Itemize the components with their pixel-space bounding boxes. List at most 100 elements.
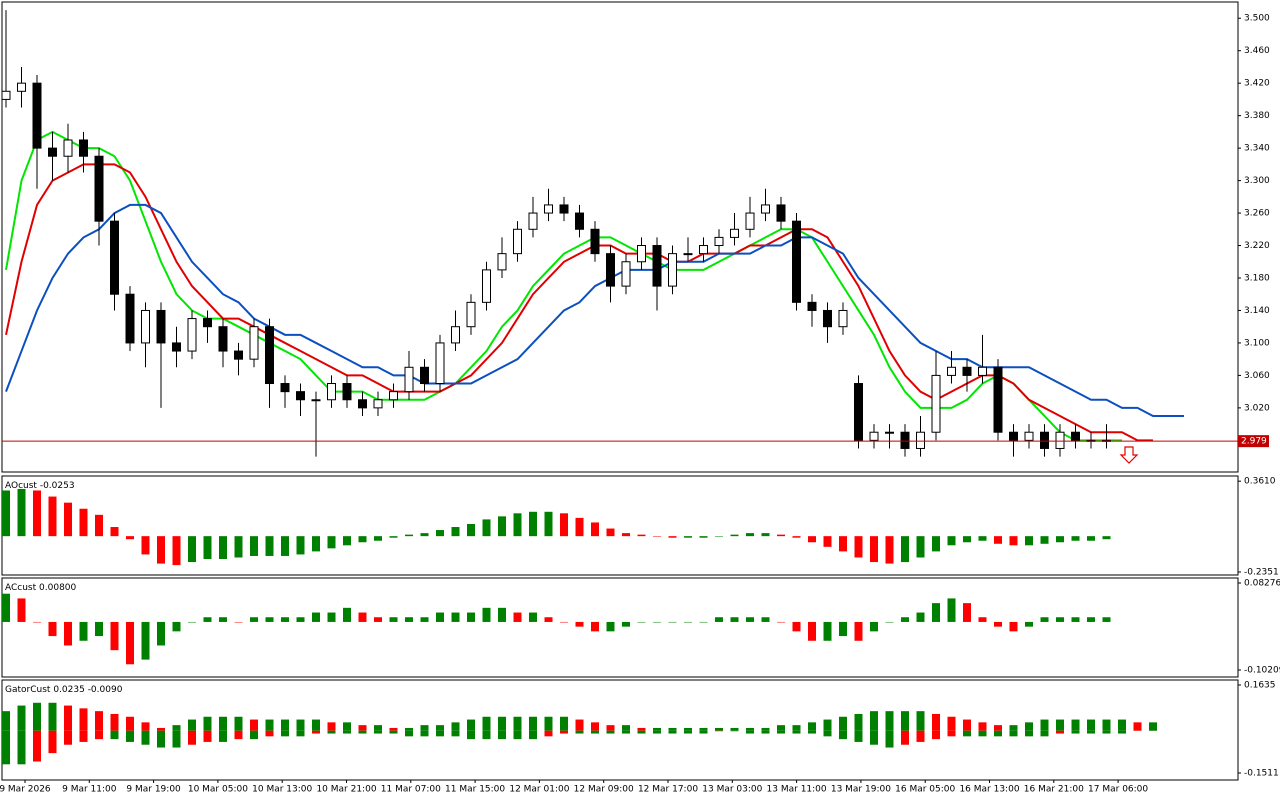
- histogram-bar: [436, 530, 444, 537]
- histogram-bar: [126, 621, 134, 665]
- y-tick-label: 3.340: [1244, 144, 1270, 154]
- histogram-bar: [885, 730, 894, 748]
- candle-body: [1009, 431, 1018, 441]
- histogram-bar: [33, 621, 41, 623]
- histogram-bar: [343, 722, 351, 731]
- candle-body: [48, 147, 57, 157]
- histogram-bar: [870, 621, 878, 632]
- candle-body: [993, 366, 1003, 433]
- candle-body: [1071, 431, 1080, 441]
- histogram-bar: [172, 621, 181, 632]
- pane-frame: [1, 577, 1239, 678]
- histogram-bar: [839, 621, 847, 637]
- histogram-bar: [405, 617, 413, 622]
- histogram-bar: [1071, 719, 1080, 731]
- last-price-label: 2.979: [1241, 437, 1267, 447]
- histogram-bar: [1025, 536, 1033, 546]
- histogram-bar: [343, 536, 351, 546]
- candle-body: [125, 293, 135, 344]
- histogram-bar: [947, 716, 956, 731]
- y-tick-label: 3.180: [1244, 273, 1270, 283]
- histogram-bar: [2, 593, 10, 622]
- candle-body: [590, 228, 600, 255]
- histogram-bar: [529, 716, 537, 731]
- histogram-bar: [281, 536, 289, 556]
- histogram-bar: [1025, 722, 1033, 731]
- candle-body: [1, 90, 11, 100]
- histogram-bar: [885, 621, 894, 623]
- moving-average-line: [5, 163, 1153, 442]
- histogram-bar: [916, 711, 925, 731]
- histogram-bar: [653, 727, 661, 731]
- x-tick-label: 12 Mar 09:00: [574, 785, 634, 795]
- candle-body: [528, 212, 538, 230]
- candle-body: [1024, 431, 1034, 441]
- histogram-bar: [33, 490, 41, 537]
- y-tick-label: 3.260: [1244, 209, 1270, 219]
- histogram-bar: [870, 536, 878, 563]
- histogram-bar: [451, 612, 460, 622]
- histogram-bar: [591, 730, 599, 734]
- candle-body: [234, 350, 243, 360]
- y-tick-label: 3.420: [1244, 79, 1270, 89]
- candle-body: [172, 342, 181, 352]
- histogram-bar: [746, 617, 754, 622]
- histogram-bar: [870, 711, 878, 731]
- y-tick-label: 0.1635: [1244, 681, 1276, 691]
- candle-body: [792, 220, 801, 303]
- candle-body: [79, 139, 88, 157]
- histogram-bar: [48, 702, 57, 731]
- indicator-value: -0.0090: [88, 685, 123, 695]
- candle-body: [280, 383, 290, 393]
- histogram-bar: [374, 617, 382, 622]
- indicator-label: ACcust 0.00800: [5, 583, 77, 593]
- histogram-bar: [715, 730, 723, 732]
- candle-body: [668, 253, 677, 287]
- histogram-bar: [436, 730, 444, 737]
- histogram-bar: [1087, 719, 1095, 731]
- histogram-bar: [405, 730, 413, 737]
- histogram-bar: [591, 621, 599, 632]
- histogram-bar: [637, 730, 646, 734]
- histogram-bar: [157, 536, 165, 564]
- candle-body: [714, 236, 724, 247]
- candle-body: [249, 326, 259, 360]
- histogram-bar: [343, 607, 351, 622]
- x-tick-label: 12 Mar 01:00: [509, 785, 569, 795]
- candle-body: [544, 204, 553, 214]
- histogram-bar: [823, 621, 832, 641]
- x-tick-label: 9 Mar 11:00: [62, 785, 117, 795]
- histogram-bar: [141, 722, 150, 731]
- histogram-bar: [1102, 719, 1111, 731]
- candle-body: [730, 228, 739, 238]
- histogram-bar: [575, 719, 584, 731]
- histogram-bar: [48, 496, 57, 537]
- histogram-bar: [575, 621, 584, 627]
- histogram-bar: [513, 730, 522, 740]
- x-tick-label: 12 Mar 17:00: [638, 785, 698, 795]
- histogram-bar: [250, 719, 258, 731]
- histogram-bar: [994, 730, 1002, 737]
- candle-body: [110, 220, 119, 295]
- histogram-bar: [916, 536, 925, 558]
- histogram-bar: [126, 536, 134, 540]
- histogram-bar: [622, 730, 630, 734]
- histogram-bar: [33, 702, 41, 731]
- histogram-bar: [467, 612, 475, 622]
- candle-body: [745, 212, 755, 230]
- y-tick-label: 3.020: [1244, 403, 1270, 413]
- histogram-bar: [746, 533, 754, 537]
- histogram-bar: [1087, 730, 1095, 734]
- histogram-bar: [715, 536, 723, 537]
- histogram-bar: [141, 536, 150, 555]
- histogram-bar: [560, 513, 568, 537]
- histogram-bar: [901, 536, 909, 563]
- indicator-label: GatorCust 0.0235 -0.0090: [5, 685, 123, 695]
- histogram-bar: [2, 490, 10, 537]
- histogram-bar: [916, 730, 925, 742]
- histogram-bar: [219, 536, 227, 560]
- histogram-bar: [544, 730, 553, 737]
- histogram-bar: [250, 730, 258, 740]
- histogram-bar: [901, 617, 909, 622]
- histogram-bar: [1056, 617, 1064, 622]
